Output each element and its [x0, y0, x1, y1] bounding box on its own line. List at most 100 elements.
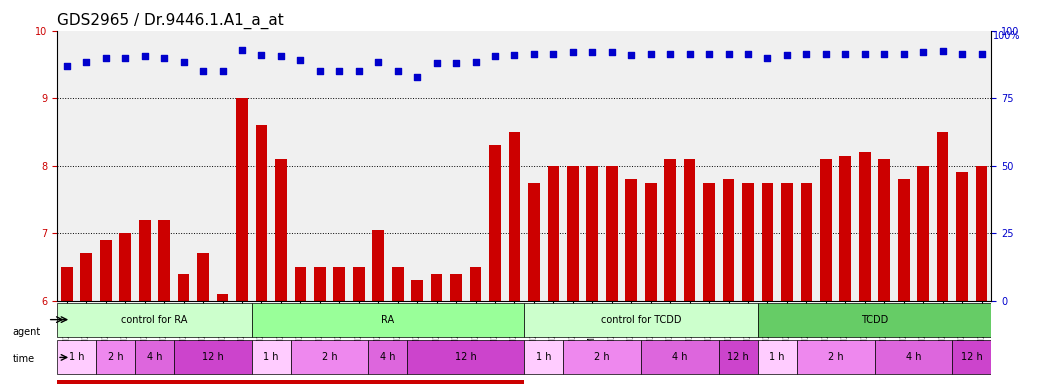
FancyBboxPatch shape: [57, 340, 95, 374]
Bar: [295, 267, 306, 301]
Point: [545, 51, 562, 57]
Point: [409, 74, 426, 80]
Point: [720, 51, 737, 57]
Text: 12 h: 12 h: [455, 353, 476, 362]
Bar: [353, 267, 364, 301]
FancyBboxPatch shape: [524, 340, 563, 374]
Text: control for RA: control for RA: [121, 314, 188, 324]
Point: [876, 51, 893, 57]
Point: [818, 51, 835, 57]
Bar: [936, 132, 949, 301]
Bar: [956, 172, 967, 301]
Bar: [81, 253, 92, 301]
Bar: [762, 183, 773, 301]
Point: [934, 48, 951, 54]
Bar: [275, 159, 286, 301]
Bar: [645, 183, 656, 301]
Bar: [177, 274, 189, 301]
Point: [273, 53, 290, 60]
Bar: [217, 294, 228, 301]
Point: [487, 53, 503, 60]
Text: 2 h: 2 h: [322, 353, 337, 362]
FancyBboxPatch shape: [57, 303, 251, 337]
Bar: [333, 267, 345, 301]
Bar: [742, 183, 754, 301]
FancyBboxPatch shape: [95, 340, 135, 374]
Point: [778, 52, 795, 58]
Point: [681, 51, 698, 57]
Bar: [858, 152, 871, 301]
Bar: [61, 267, 73, 301]
Point: [311, 68, 328, 74]
Point: [623, 52, 639, 58]
Bar: [878, 159, 890, 301]
Bar: [57, 380, 524, 384]
Bar: [139, 220, 151, 301]
FancyBboxPatch shape: [718, 340, 758, 374]
Point: [798, 51, 815, 57]
Point: [603, 49, 620, 55]
FancyBboxPatch shape: [251, 303, 524, 337]
Bar: [391, 267, 404, 301]
Point: [136, 53, 153, 60]
Bar: [255, 125, 267, 301]
Text: 4 h: 4 h: [146, 353, 162, 362]
Text: GDS2965 / Dr.9446.1.A1_a_at: GDS2965 / Dr.9446.1.A1_a_at: [57, 13, 283, 29]
FancyBboxPatch shape: [797, 340, 874, 374]
Text: RA: RA: [381, 314, 394, 324]
Point: [467, 59, 484, 65]
FancyBboxPatch shape: [874, 340, 952, 374]
Point: [856, 51, 873, 57]
Point: [525, 51, 542, 57]
Bar: [918, 166, 929, 301]
Point: [58, 63, 75, 69]
Bar: [567, 166, 579, 301]
Point: [837, 51, 853, 57]
Bar: [606, 166, 618, 301]
Text: 1 h: 1 h: [264, 353, 279, 362]
Bar: [781, 183, 793, 301]
Bar: [431, 274, 442, 301]
Point: [214, 68, 230, 74]
FancyBboxPatch shape: [524, 303, 758, 337]
FancyBboxPatch shape: [291, 340, 368, 374]
Bar: [722, 179, 735, 301]
Point: [643, 51, 659, 57]
Text: 12 h: 12 h: [961, 353, 983, 362]
Text: agent: agent: [12, 327, 40, 337]
Bar: [800, 183, 812, 301]
Text: 12 h: 12 h: [202, 353, 223, 362]
Bar: [898, 179, 909, 301]
Point: [954, 51, 971, 57]
Point: [351, 68, 367, 74]
Text: 100%: 100%: [993, 31, 1020, 41]
Point: [447, 60, 464, 66]
Bar: [119, 233, 131, 301]
Point: [701, 51, 717, 57]
Text: 2 h: 2 h: [594, 353, 610, 362]
Bar: [820, 159, 831, 301]
Text: 1 h: 1 h: [69, 353, 84, 362]
Text: ■: ■: [76, 383, 87, 384]
Point: [156, 55, 172, 61]
Bar: [373, 230, 384, 301]
Text: 1 h: 1 h: [769, 353, 785, 362]
FancyBboxPatch shape: [135, 340, 174, 374]
Bar: [509, 132, 520, 301]
Point: [507, 52, 523, 58]
Bar: [489, 146, 500, 301]
FancyBboxPatch shape: [758, 340, 797, 374]
Bar: [548, 166, 559, 301]
Point: [389, 68, 406, 74]
Bar: [450, 274, 462, 301]
FancyBboxPatch shape: [952, 340, 991, 374]
Point: [565, 49, 581, 55]
Bar: [313, 267, 326, 301]
Bar: [586, 166, 598, 301]
Bar: [236, 98, 248, 301]
Bar: [100, 240, 112, 301]
Point: [896, 51, 912, 57]
Text: 4 h: 4 h: [673, 353, 687, 362]
Text: 4 h: 4 h: [906, 353, 921, 362]
FancyBboxPatch shape: [407, 340, 524, 374]
